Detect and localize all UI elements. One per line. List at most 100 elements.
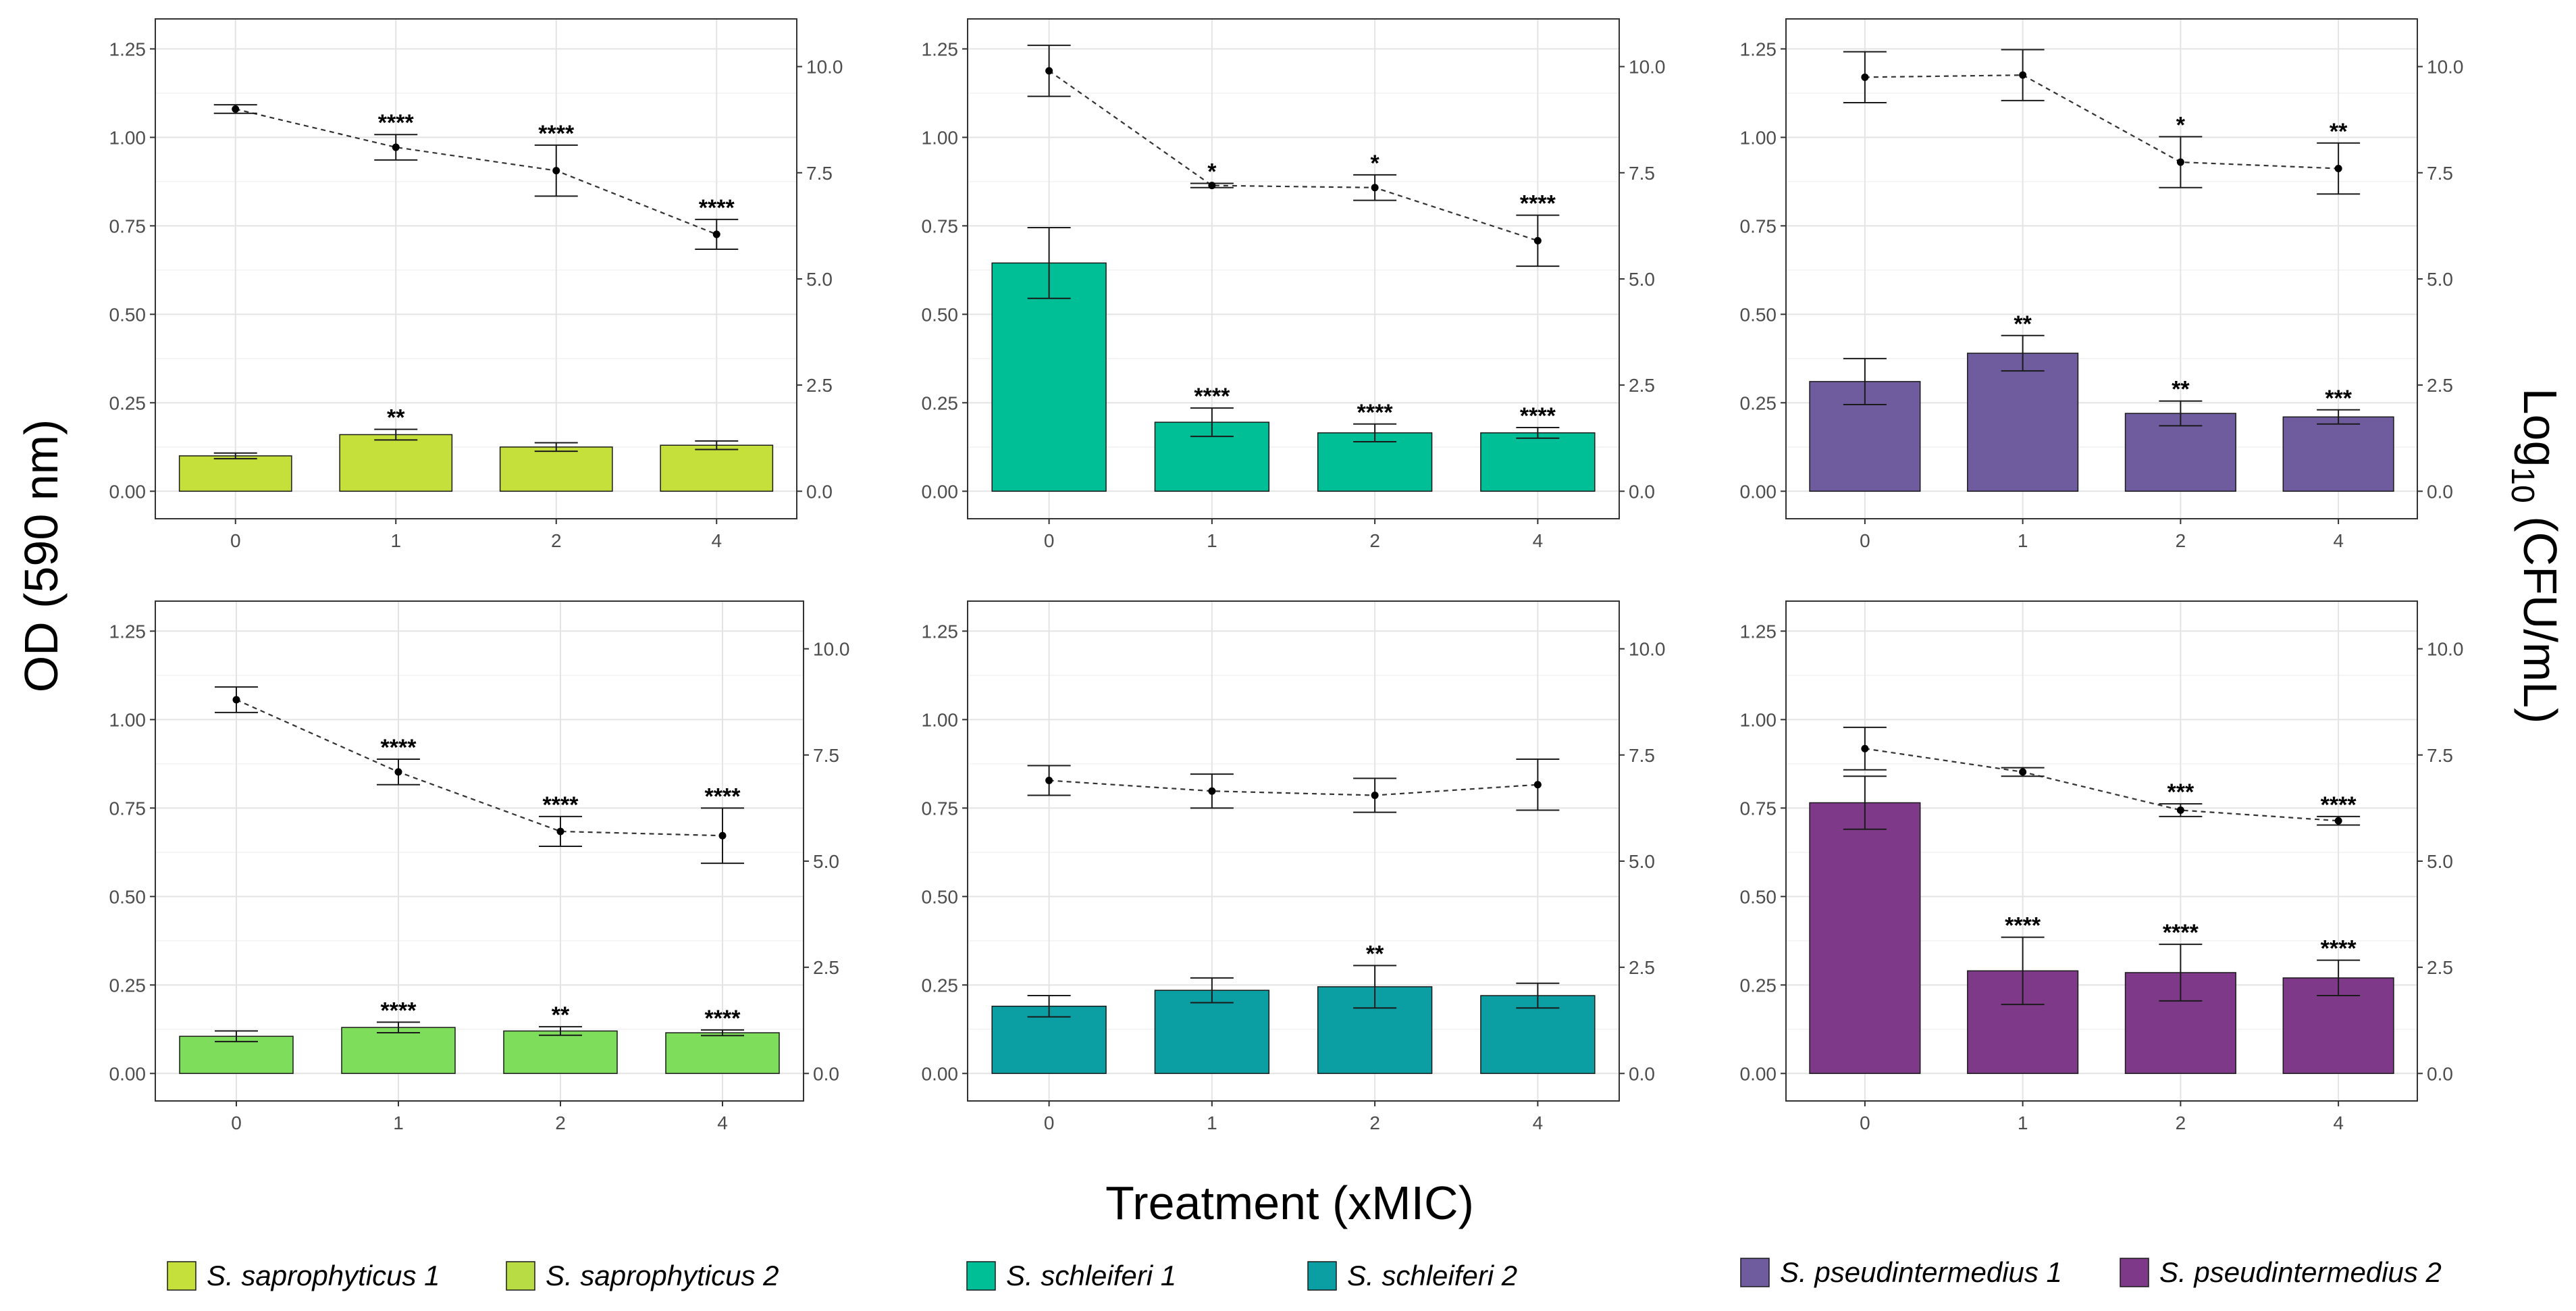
legend-item: S. schleiferi 2 (1307, 1260, 1517, 1291)
bar-significance: ** (387, 405, 405, 431)
cfu-line (1049, 779, 1538, 796)
y-tick-label-right: 10.0 (1629, 639, 1666, 660)
cfu-point (1533, 781, 1542, 789)
y-tick-label-left: 0.00 (922, 481, 959, 502)
bar-significance: **** (2163, 920, 2199, 946)
legend-swatch (167, 1261, 196, 1291)
line-significance: *** (2167, 779, 2194, 805)
y-tick-label-right: 10.0 (813, 639, 850, 660)
bar-significance: **** (2321, 936, 2357, 962)
y-tick-label-left: 0.75 (1740, 215, 1777, 236)
bar-significance: *** (2325, 386, 2352, 411)
cfu-point (1045, 776, 1053, 784)
y-tick-label-left: 1.25 (109, 38, 147, 59)
y-tick-label-left: 0.50 (1740, 304, 1777, 325)
bar-significance: **** (1357, 400, 1394, 426)
bar (178, 455, 292, 492)
panel-border (1785, 600, 2418, 1102)
y-tick-label-left: 0.00 (109, 481, 147, 502)
y-axis-label-right: Log10 (CFU/mL) (2504, 388, 2567, 724)
y-tick-label-right: 5.0 (1629, 269, 1655, 290)
y-tick-label-right: 2.5 (813, 957, 839, 978)
panel-border (967, 600, 1620, 1102)
y-tick-label-left: 1.00 (109, 709, 147, 730)
y-tick-label-left: 1.00 (922, 709, 959, 730)
legend-label: S. pseudintermedius 2 (2159, 1256, 2442, 1288)
y-tick-label-left: 0.25 (922, 392, 959, 413)
y-tick-label-left: 0.50 (109, 886, 147, 907)
cfu-point (232, 696, 240, 704)
x-tick-label: 0 (1044, 1112, 1055, 1133)
bar-significance: ** (2014, 311, 2032, 337)
bar (1317, 432, 1433, 492)
y-tick-label-right: 7.5 (2427, 745, 2453, 766)
x-tick-label: 1 (1207, 530, 1217, 551)
legend-label: S. schleiferi 1 (1006, 1260, 1176, 1291)
x-tick-label: 4 (717, 1112, 728, 1133)
cfu-point (1861, 744, 1869, 752)
y-tick-label-left: 0.50 (109, 304, 147, 325)
cfu-point (232, 105, 240, 113)
y-tick-label-right: 10.0 (2427, 57, 2464, 78)
y-tick-label-right: 2.5 (1629, 375, 1655, 396)
legend-swatch (2120, 1258, 2149, 1287)
y-tick-label-left: 0.00 (922, 1063, 959, 1084)
bar (1154, 989, 1270, 1075)
y-tick-label-right: 0.0 (813, 1063, 839, 1084)
cfu-line (1048, 70, 1538, 242)
x-tick-label: 0 (231, 1112, 242, 1133)
y-tick-label-left: 0.75 (922, 798, 959, 819)
legend: S. saprophyticus 1 S. saprophyticus 2 S. s… (167, 1256, 2442, 1291)
x-tick-label: 4 (1533, 530, 1544, 551)
y-tick-label-right: 7.5 (2427, 163, 2453, 184)
cfu-line (1864, 748, 2339, 822)
y-tick-label-right: 7.5 (813, 745, 839, 766)
cfu-line (235, 108, 717, 235)
line-significance: **** (2321, 792, 2357, 818)
y-tick-label-right: 5.0 (2427, 851, 2453, 872)
y-tick-label-right: 0.0 (2427, 1063, 2453, 1084)
legend-item: S. schleiferi 1 (966, 1260, 1176, 1291)
x-tick-label: 1 (390, 530, 401, 551)
bar (1809, 802, 1921, 1075)
legend-item: S. pseudintermedius 2 (2120, 1256, 2442, 1288)
y-tick-label-right: 7.5 (1629, 745, 1655, 766)
bar-significance: ** (552, 1002, 570, 1028)
panels-group: 0.000.250.500.751.001.250.02.55.07.510.0… (109, 18, 2464, 1133)
line-significance: * (1371, 151, 1380, 176)
bar (1480, 432, 1596, 492)
line-significance: **** (381, 735, 417, 761)
y-tick-label-left: 1.00 (1740, 709, 1777, 730)
legend-label: S. pseudintermedius 1 (1780, 1256, 2062, 1288)
y-tick-label-left: 0.75 (109, 215, 147, 236)
y-tick-label-left: 0.25 (1740, 392, 1777, 413)
y-tick-label-left: 0.25 (109, 392, 147, 413)
legend-swatch (506, 1261, 535, 1291)
legend-label: S. saprophyticus 1 (207, 1260, 440, 1291)
y-tick-label-right: 0.0 (2427, 481, 2453, 502)
y-tick-label-right: 10.0 (2427, 639, 2464, 660)
line-significance: * (1207, 159, 1217, 184)
y-tick-label-left: 0.75 (109, 798, 147, 819)
bar (503, 1030, 618, 1075)
panel-background (155, 601, 804, 1101)
y-tick-label-left: 0.00 (109, 1063, 147, 1084)
bar (2282, 416, 2394, 492)
cfu-point (2019, 71, 2027, 79)
y-axis-label-left: OD (590 nm) (15, 419, 68, 693)
y-tick-label-left: 1.00 (922, 127, 959, 148)
x-tick-label: 4 (2333, 1112, 2344, 1133)
cfu-line (1864, 74, 2339, 170)
y-tick-label-right: 5.0 (813, 851, 839, 872)
cfu-point (1208, 787, 1216, 795)
y-tick-label-left: 1.25 (1740, 621, 1777, 642)
y-tick-label-right: 0.0 (1629, 1063, 1655, 1084)
line-significance: **** (1520, 191, 1556, 217)
cfu-point (2176, 806, 2184, 815)
cfu-point (2334, 817, 2342, 825)
panel-1: 0.00 0.25 0.50 0.75 1.00 1.25 0.0 2.5 5.0 7.5 10.0… (109, 18, 843, 551)
x-tick-label: 2 (551, 530, 562, 551)
cfu-point (552, 167, 560, 175)
y-tick-label-right: 2.5 (806, 375, 833, 396)
y-tick-label-right: 5.0 (806, 269, 833, 290)
